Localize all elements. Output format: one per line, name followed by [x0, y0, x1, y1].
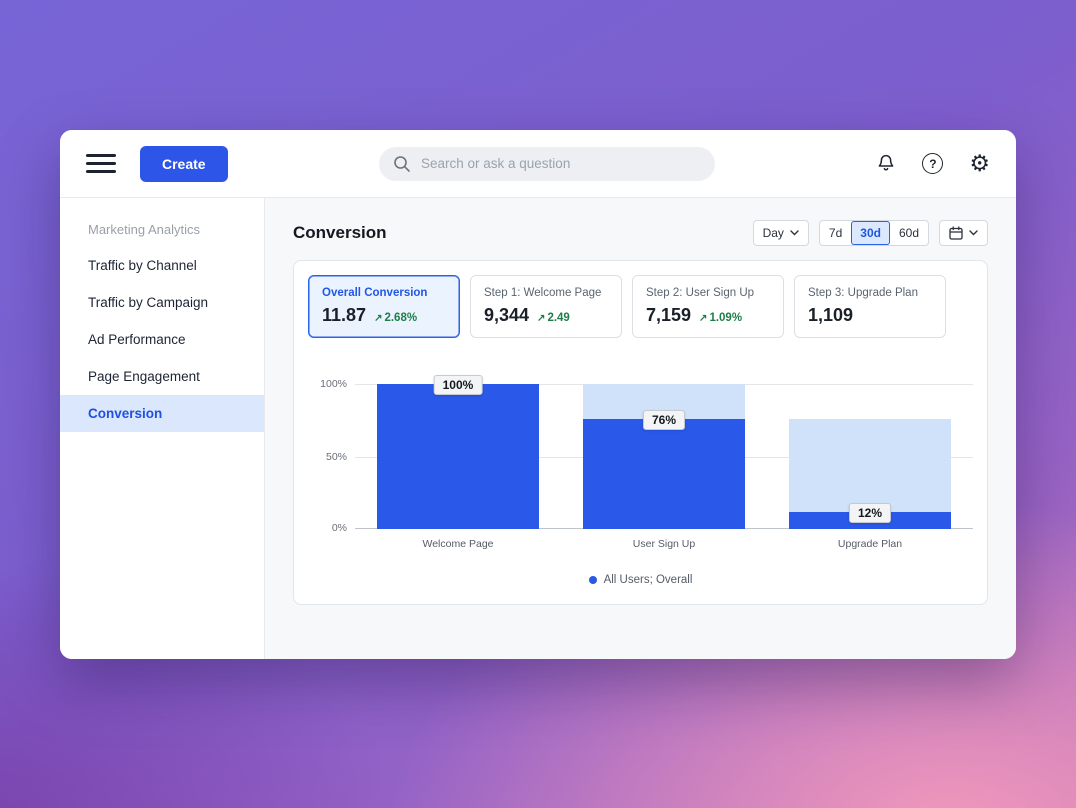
sidebar-item-conversion[interactable]: Conversion	[60, 395, 264, 432]
metric-trend: ↗ 2.49	[537, 312, 570, 324]
metric-value: 9,344	[484, 305, 530, 325]
chevron-down-icon	[969, 230, 978, 236]
legend-dot-icon	[588, 576, 597, 584]
search-bar[interactable]	[378, 146, 715, 181]
y-tick-50: 50%	[325, 450, 347, 463]
bar-converted[interactable]	[376, 384, 540, 529]
metric-step2-user-sign-up[interactable]: Step 2: User Sign Up 7,159 ↗ 1.09%	[632, 275, 784, 338]
sidebar-item-traffic-by-channel[interactable]: Traffic by Channel	[88, 258, 197, 273]
metric-step1-welcome-page[interactable]: Step 1: Welcome Page 9,344 ↗ 2.49	[470, 275, 622, 338]
settings-gear-icon[interactable]: ⚙	[969, 150, 990, 176]
y-axis: 100% 50% 0%	[308, 378, 355, 534]
x-label-welcome-page: Welcome Page	[422, 538, 494, 550]
bar-value-badge: 100%	[433, 375, 483, 395]
bar-group[interactable]: 12%	[767, 384, 973, 529]
app-window: Create ? ⚙ Marketing Analytics Traffic b…	[60, 130, 1016, 659]
trend-up-icon: ↗	[537, 313, 546, 324]
metric-trend: ↗ 2.68%	[374, 312, 418, 324]
help-icon[interactable]: ?	[922, 153, 944, 174]
metric-label: Step 2: User Sign Up	[646, 287, 755, 299]
metric-value: 7,159	[646, 305, 692, 325]
range-60d[interactable]: 60d	[898, 226, 919, 240]
metric-value: 11.87	[322, 305, 367, 325]
search-icon	[392, 154, 412, 174]
page-title: Conversion	[293, 223, 387, 242]
metric-label: Step 3: Upgrade Plan	[808, 287, 918, 299]
bar-group[interactable]: 100%	[355, 375, 561, 529]
create-button[interactable]: Create	[140, 145, 228, 182]
x-axis-labels: Welcome Page User Sign Up Upgrade Plan	[355, 538, 973, 550]
notifications-bell-icon[interactable]	[876, 153, 896, 174]
bar-value-badge: 12%	[848, 502, 891, 523]
x-label-upgrade-plan: Upgrade Plan	[837, 538, 903, 550]
metric-label: Overall Conversion	[322, 287, 428, 299]
metric-step3-upgrade-plan[interactable]: Step 3: Upgrade Plan 1,109 ↗	[794, 275, 946, 338]
sidebar: Marketing Analytics Traffic by Channel T…	[60, 198, 265, 659]
bar-converted[interactable]	[582, 418, 746, 529]
metric-label: Step 1: Welcome Page	[484, 287, 602, 299]
sidebar-section-label: Marketing Analytics	[88, 222, 200, 237]
bar-value-badge: 76%	[642, 409, 685, 430]
funnel-chart: 100% 50% 0% 10	[308, 375, 973, 534]
conversion-card: Overall Conversion 11.87 ↗ 2.68% Step 1: …	[293, 260, 988, 605]
legend-label: All Users; Overall	[603, 574, 693, 586]
date-picker-button[interactable]	[939, 220, 988, 246]
legend-item[interactable]: All Users; Overall	[308, 574, 973, 586]
plot-area: 100% 76%	[355, 375, 973, 529]
main-content: Conversion Day 7d 30d 60d	[265, 198, 1016, 659]
hamburger-menu-icon[interactable]	[86, 154, 116, 173]
metric-overall-conversion[interactable]: Overall Conversion 11.87 ↗ 2.68%	[308, 275, 460, 338]
range-7d[interactable]: 7d	[828, 226, 843, 240]
topbar: Create ? ⚙	[60, 130, 1016, 198]
bar-group[interactable]: 76%	[561, 384, 767, 529]
y-tick-0: 0%	[331, 522, 347, 534]
sidebar-item-ad-performance[interactable]: Ad Performance	[88, 332, 186, 347]
sidebar-item-traffic-by-campaign[interactable]: Traffic by Campaign	[88, 295, 209, 310]
chevron-down-icon	[790, 230, 799, 236]
range-segmented-control: 7d 30d 60d	[818, 220, 929, 246]
trend-up-icon: ↗	[699, 313, 708, 324]
range-30d[interactable]: 30d	[851, 221, 890, 245]
granularity-value: Day	[762, 226, 784, 240]
calendar-icon	[949, 226, 963, 240]
metric-cards: Overall Conversion 11.87 ↗ 2.68% Step 1: …	[308, 275, 973, 338]
metric-value: 1,109	[808, 305, 854, 325]
search-input[interactable]	[378, 146, 715, 181]
granularity-dropdown[interactable]: Day	[752, 220, 809, 246]
y-tick-100: 100%	[320, 378, 347, 390]
sidebar-item-page-engagement[interactable]: Page Engagement	[88, 369, 200, 384]
trend-up-icon: ↗	[374, 313, 383, 324]
metric-trend: ↗ 1.09%	[699, 312, 743, 324]
x-label-user-sign-up: User Sign Up	[632, 538, 696, 550]
